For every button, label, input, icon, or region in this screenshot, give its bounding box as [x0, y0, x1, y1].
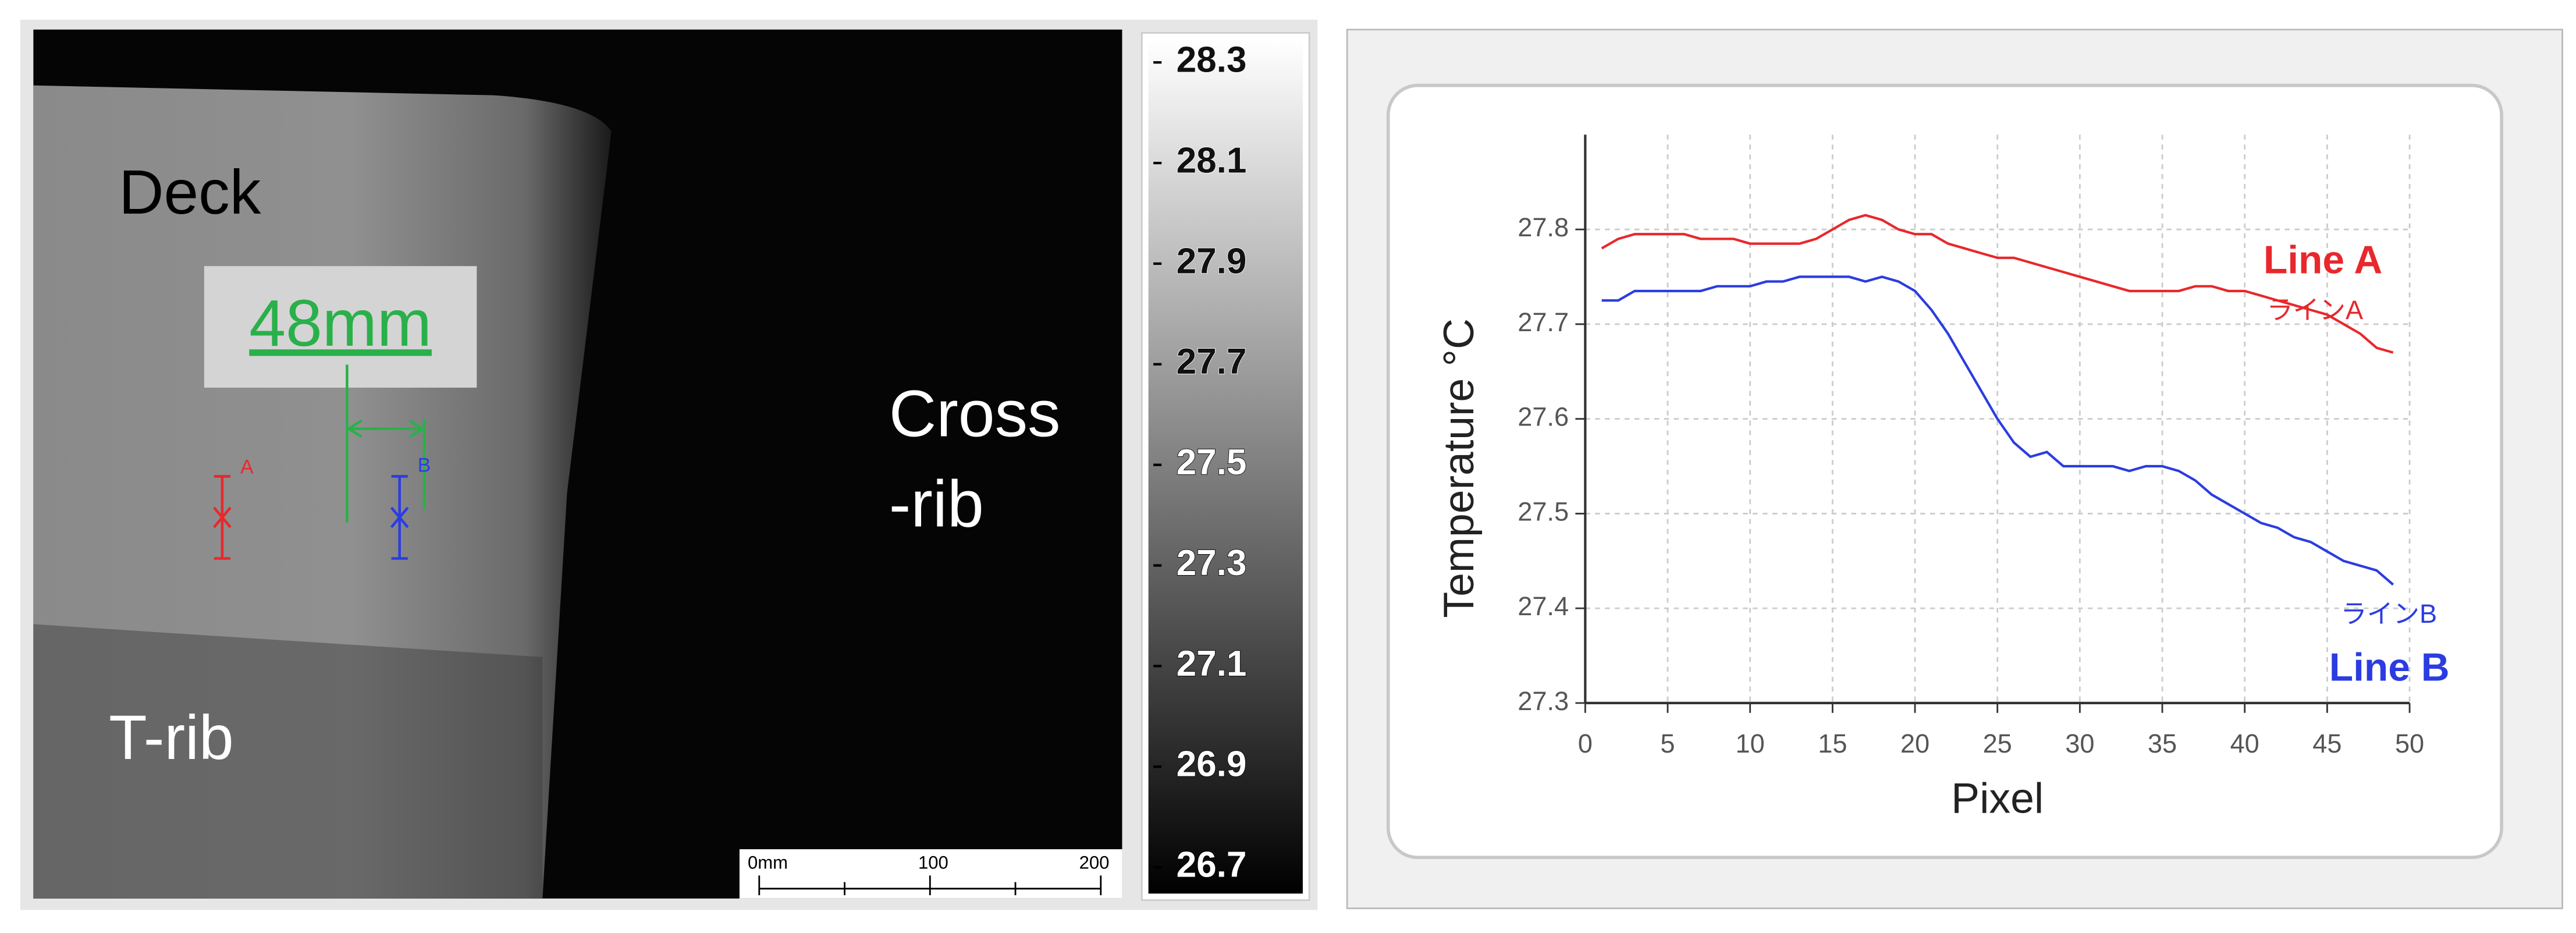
marker-a — [213, 475, 232, 560]
series-line — [1601, 214, 2394, 354]
marker-b — [390, 475, 409, 560]
colorbar — [1148, 39, 1303, 894]
deck-label: Deck — [119, 157, 261, 227]
x-tick-label: 20 — [1900, 729, 1930, 758]
cross-rib-label: -rib — [889, 467, 984, 541]
chart-panel — [1386, 83, 2503, 860]
annotation: ラインA — [2267, 295, 2364, 325]
marker-label: A — [240, 456, 254, 478]
x-tick-label: 5 — [1660, 729, 1675, 758]
colorbar-label: 28.3 — [1177, 40, 1247, 80]
t-rib-label: T-rib — [109, 703, 233, 772]
x-tick-label: 0 — [1578, 729, 1593, 758]
x-tick-label: 25 — [1983, 729, 2012, 758]
legend-label: Line A — [2264, 238, 2382, 282]
measurement-label: 48mm — [249, 286, 432, 360]
x-axis-label: Pixel — [1951, 775, 2044, 822]
scale-label: 0mm — [748, 853, 788, 873]
y-axis-label: Temperature °C — [1435, 318, 1483, 618]
x-tick-label: 15 — [1818, 729, 1847, 758]
y-tick-label: 27.8 — [1518, 212, 1569, 242]
colorbar-label: 28.1 — [1177, 141, 1247, 181]
series-line — [1601, 275, 2394, 586]
colorbar-label: 26.9 — [1177, 744, 1247, 785]
x-tick-label: 10 — [1736, 729, 1765, 758]
x-tick-label: 45 — [2312, 729, 2342, 758]
colorbar-label: 27.1 — [1177, 644, 1247, 684]
y-tick-label: 27.5 — [1518, 496, 1569, 526]
x-tick-label: 40 — [2230, 729, 2259, 758]
cross-rib-label: Cross — [889, 377, 1061, 450]
x-tick-label: 35 — [2148, 729, 2177, 758]
shade-region — [33, 624, 543, 899]
scale-label: 100 — [918, 853, 948, 873]
colorbar-label: 27.9 — [1177, 241, 1247, 281]
scale-ticks — [758, 875, 1102, 896]
annotation: ラインB — [2341, 599, 2438, 629]
y-tick-label: 27.4 — [1518, 591, 1569, 621]
colorbar-label: 27.7 — [1177, 342, 1247, 382]
scale-label: 200 — [1079, 853, 1110, 873]
x-tick-label: 50 — [2395, 729, 2424, 758]
y-tick-label: 27.6 — [1518, 402, 1569, 432]
x-tick-label: 30 — [2065, 729, 2094, 758]
colorbar-label: 26.7 — [1177, 845, 1247, 885]
measurement-box — [204, 266, 477, 388]
colorbar-label: 27.3 — [1177, 543, 1247, 583]
y-tick-label: 27.7 — [1518, 307, 1569, 337]
dimension-lines — [346, 364, 426, 523]
legend-label: Line B — [2329, 645, 2450, 689]
y-tick-label: 27.3 — [1518, 686, 1569, 716]
colorbar-label: 27.5 — [1177, 442, 1247, 483]
marker-label: B — [418, 454, 431, 476]
